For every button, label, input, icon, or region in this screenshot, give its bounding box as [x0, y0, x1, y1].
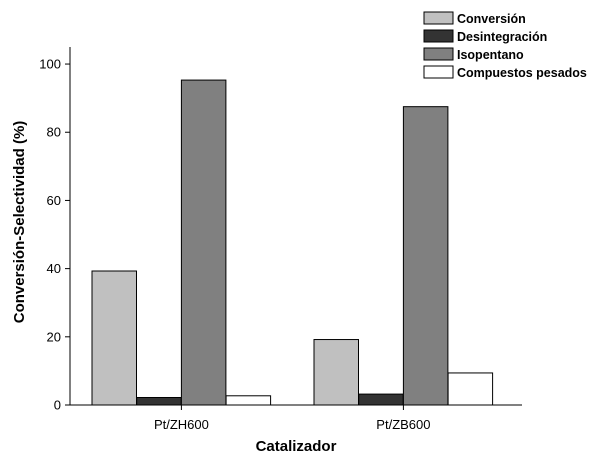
legend-label: Desintegración: [457, 30, 547, 44]
bar-desintegración-1: [358, 393, 404, 406]
legend-label: Compuestos pesados: [457, 66, 587, 80]
bar-isopentano-0: [180, 79, 227, 406]
y-tick-label: 0: [54, 398, 61, 413]
x-category-label: Pt/ZH600: [154, 417, 209, 432]
y-tick-label: 60: [47, 193, 61, 208]
legend-label: Isopentano: [457, 48, 524, 62]
bar-conversión-1: [313, 339, 359, 406]
x-categories-group: Pt/ZH600 Pt/ZB600: [154, 405, 431, 432]
bar-desintegración-0: [136, 396, 182, 406]
bar-compuestos-pesados-0: [225, 395, 272, 406]
bar-compuestos-pesados-1: [447, 372, 494, 406]
legend-swatch: [423, 29, 454, 43]
y-tick-label: 80: [47, 125, 61, 140]
x-axis-title: Catalizador: [256, 438, 337, 454]
y-ticks-group: 0 20 40 60 80 100: [39, 57, 70, 413]
legend-swatch: [423, 47, 454, 61]
bar-conversión-0: [91, 270, 137, 406]
legend-swatch: [423, 65, 454, 79]
bars-group: [91, 79, 494, 406]
y-axis-title: Conversión-Selectividad (%): [11, 121, 28, 324]
axes-group: [69, 47, 522, 406]
y-tick-label: 40: [47, 261, 61, 276]
legend-label: Conversión: [457, 12, 526, 26]
legend-swatch: [423, 11, 454, 25]
legend: Conversión Desintegración Isopentano Compue…: [423, 11, 587, 80]
y-tick-label: 20: [47, 329, 61, 344]
bar-isopentano-1: [402, 106, 449, 406]
x-category-label: Pt/ZB600: [376, 417, 430, 432]
y-tick-label: 100: [39, 57, 61, 72]
